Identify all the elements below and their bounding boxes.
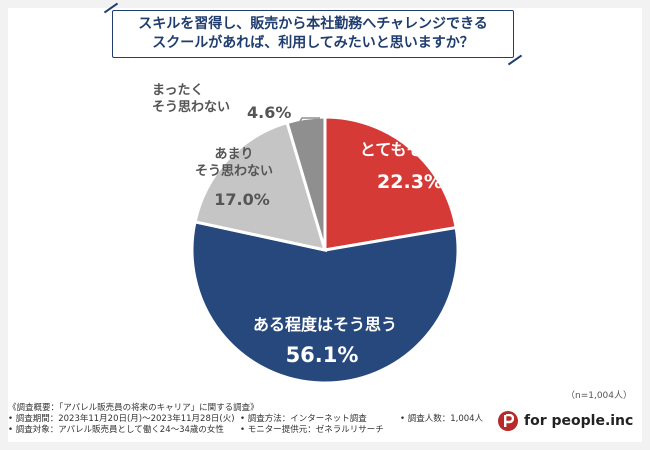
slice-value-4: 4.6% [247,103,291,122]
brand-name: for people.inc [524,413,634,429]
survey-summary: 《調査概要：「アパレル販売員の将来のキャリア」に関する調査》 [8,403,259,413]
slice-label-3: あまりそう思わない [195,147,273,179]
pie-slice-3 [193,120,328,253]
brand-logo[interactable]: for people.inc [498,411,633,431]
slice-value-2: 56.1% [286,343,359,367]
leader-line [295,117,320,129]
chart-title: スキルを習得し、販売から本社勤務へチャレンジできる スクールがあれば、利用してみ… [112,10,514,58]
survey-provider: • モニター提供元：ゼネラルリサーチ [240,425,384,435]
pie-slice-2 [190,220,460,385]
sample-size: （n=1,004人） [565,391,632,401]
survey-target: • 調査対象：アパレル販売員として働く24〜34歳の女性 [8,425,224,435]
slice-label-4: まったくそう思わない [152,83,230,115]
survey-footer: 《調査概要：「アパレル販売員の将来のキャリア」に関する調査》 • 調査期間：20… [8,403,520,436]
survey-method: • 調査方法：インターネット調査 [240,414,367,424]
slice-value-1: 22.3% [377,171,443,193]
pie-slice-1 [323,115,458,252]
slice-label-1: とてもそう思う [360,140,470,159]
title-line-2: スクールがあれば、利用してみたいと思いますか？ [152,35,474,51]
brand-mark-icon [498,411,518,431]
title-line-1: スキルを習得し、販売から本社勤務へチャレンジできる [138,16,488,32]
slice-value-3: 17.0% [214,190,270,209]
slice-label-2: ある程度はそう思う [253,315,397,334]
survey-period: • 調査期間：2023年11月20日(月)〜2023年11月28日(火) [8,414,235,424]
survey-count: • 調査人数：1,004人 [400,414,484,424]
